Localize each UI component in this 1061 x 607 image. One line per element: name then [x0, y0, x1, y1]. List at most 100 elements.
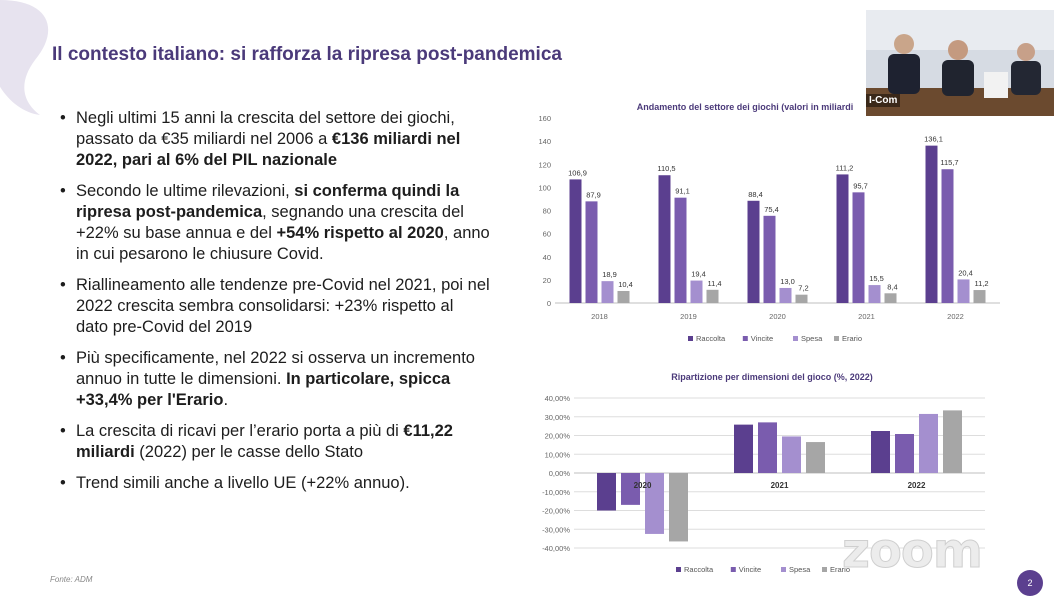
legend-entry: Erario — [842, 334, 862, 343]
data-label: 11,4 — [707, 279, 721, 288]
bar-vincite — [758, 422, 777, 473]
data-label: 11,2 — [974, 279, 988, 288]
bullet-text: €11,22 miliardi — [76, 422, 453, 461]
bar-spesa — [779, 287, 792, 303]
data-label: 136,1 — [924, 135, 943, 144]
legend-entry: Spesa — [789, 565, 811, 574]
bar-raccolta — [569, 179, 582, 303]
data-label: 7,2 — [798, 284, 808, 293]
y-tick-label: 30,00% — [545, 413, 571, 422]
legend-swatch — [676, 567, 681, 572]
bullet-list: Negli ultimi 15 anni la crescita del set… — [60, 108, 490, 504]
data-label: 106,9 — [568, 168, 587, 177]
legend-entry: Erario — [830, 565, 850, 574]
legend-entry: Spesa — [801, 334, 823, 343]
bullet-text: Riallineamento alle tendenze pre-Covid n… — [76, 276, 490, 336]
data-label: 91,1 — [675, 187, 690, 196]
bar-raccolta — [871, 431, 890, 473]
legend-entry: Raccolta — [684, 565, 714, 574]
y-tick-label: -20,00% — [542, 507, 570, 516]
bar-spesa — [957, 279, 970, 303]
bullet-text: . — [223, 391, 229, 409]
bar-vincite — [763, 215, 776, 303]
bullet-text: (2022) per le casse dello Stato — [134, 443, 364, 461]
legend-swatch — [730, 567, 736, 572]
bar-erario — [706, 289, 719, 303]
page-number-badge: 2 — [1017, 570, 1043, 596]
bullet-text: , anno in cui pesarono le chiusure Covid… — [76, 224, 490, 263]
bullet-text: , segnando una crescita del +22% su base… — [76, 203, 464, 242]
y-tick-label: -30,00% — [542, 525, 570, 534]
bullet-text: Secondo le ultime rilevazioni, — [76, 182, 295, 200]
y-tick-label: 0,00% — [549, 469, 571, 478]
legend-swatch — [793, 336, 798, 341]
y-tick-label: -10,00% — [542, 488, 570, 497]
y-tick-label: -40,00% — [542, 544, 570, 553]
bar-raccolta — [925, 145, 938, 303]
bar-vincite — [674, 197, 687, 303]
bullet-item: La crescita di ricavi per l’erario porta… — [60, 421, 490, 463]
webcam-video — [866, 10, 1054, 116]
bullet-text: Negli ultimi 15 anni la crescita del set… — [76, 109, 455, 148]
bullet-text: +54% rispetto al 2020 — [276, 224, 444, 242]
data-label: 15,5 — [869, 274, 884, 283]
data-label: 8,4 — [887, 282, 897, 291]
bullet-item: Riallineamento alle tendenze pre-Covid n… — [60, 275, 490, 338]
x-tick-label: 2018 — [591, 312, 608, 321]
bullet-item: Negli ultimi 15 anni la crescita del set… — [60, 108, 490, 171]
y-tick-label: 20 — [543, 276, 551, 285]
legend-swatch — [822, 567, 827, 572]
legend-swatch — [742, 336, 748, 341]
legend-entry: Vincite — [751, 334, 773, 343]
y-tick-label: 40,00% — [545, 394, 571, 403]
bar-vincite — [941, 169, 954, 303]
bar-spesa — [782, 436, 801, 473]
bullet-text: si conferma quindi la ripresa post-pande… — [76, 182, 460, 221]
bar-erario — [617, 290, 630, 303]
x-tick-label: 2021 — [771, 481, 789, 490]
bar-erario — [943, 410, 962, 473]
bar-spesa — [645, 473, 664, 534]
bar-spesa — [690, 280, 703, 303]
slide-title: Il contesto italiano: si rafforza la rip… — [52, 44, 562, 65]
chart-title: Ripartizione per dimensioni del gioco (%… — [671, 372, 873, 382]
bullet-text: In particolare, spicca +33,4% per l'Erar… — [76, 370, 451, 409]
x-tick-label: 2020 — [634, 481, 652, 490]
bar-raccolta — [747, 200, 760, 303]
y-tick-label: 20,00% — [545, 432, 571, 441]
bar-vincite — [895, 434, 914, 473]
bar-vincite — [585, 201, 598, 303]
legend-entry: Raccolta — [696, 334, 726, 343]
bar-erario — [806, 442, 825, 473]
webcam-label: I-Com — [866, 94, 901, 107]
bar-spesa — [919, 413, 938, 473]
bullet-item: Trend simili anche a livello UE (+22% an… — [60, 473, 490, 494]
y-tick-label: 120 — [538, 160, 551, 169]
data-label: 75,4 — [764, 205, 779, 214]
bar-erario — [795, 294, 808, 303]
y-tick-label: 160 — [538, 114, 551, 123]
x-tick-label: 2020 — [769, 312, 786, 321]
bar-raccolta — [836, 174, 849, 303]
y-tick-label: 0 — [547, 299, 551, 308]
y-tick-label: 10,00% — [545, 450, 571, 459]
bar-spesa — [601, 281, 614, 303]
bullet-item: Più specificamente, nel 2022 si osserva … — [60, 348, 490, 411]
data-label: 88,4 — [748, 190, 763, 199]
source-note: Fonte: ADM — [50, 575, 93, 584]
data-label: 95,7 — [853, 181, 868, 190]
data-label: 110,5 — [657, 164, 675, 173]
y-tick-label: 80 — [543, 207, 551, 216]
x-tick-label: 2019 — [680, 312, 697, 321]
bar-vincite — [621, 473, 640, 505]
y-tick-label: 60 — [543, 230, 551, 239]
x-tick-label: 2022 — [908, 481, 926, 490]
data-label: 87,9 — [586, 190, 601, 199]
zoom-watermark: zoom — [842, 523, 984, 580]
legend-swatch — [781, 567, 786, 572]
bullet-text: €136 miliardi nel 2022, pari al 6% del P… — [76, 130, 461, 169]
data-label: 19,4 — [691, 270, 706, 279]
data-label: 13,0 — [780, 277, 795, 286]
bar-erario — [973, 290, 986, 303]
